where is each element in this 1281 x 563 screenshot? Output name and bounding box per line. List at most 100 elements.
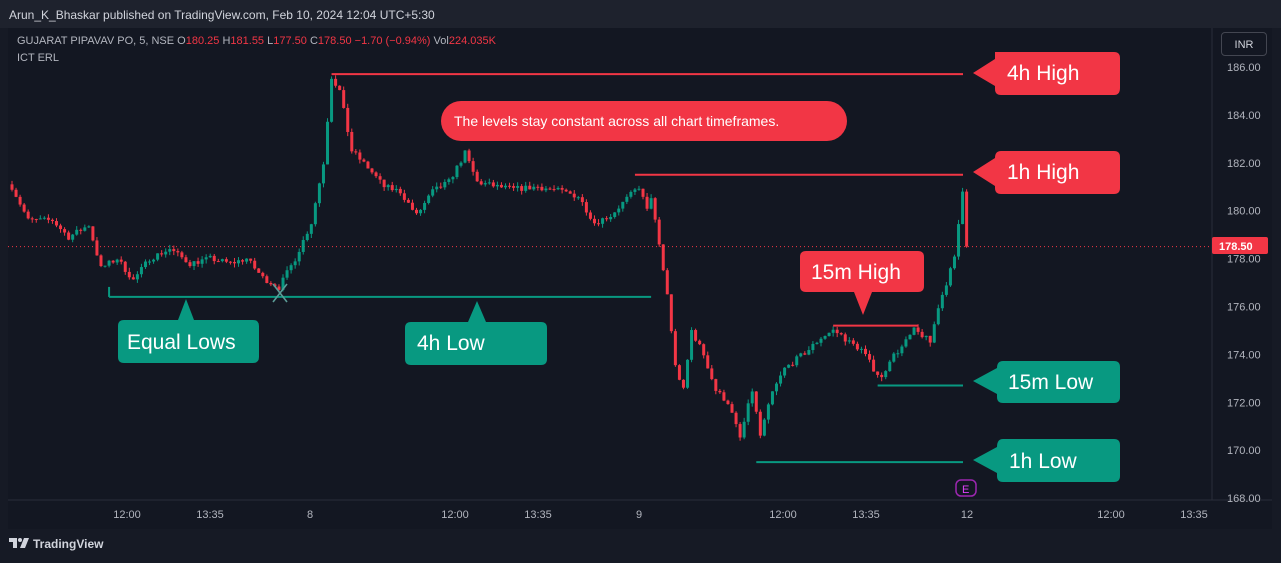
- candle-body: [184, 257, 188, 263]
- candle-body: [160, 253, 164, 255]
- candle-body: [402, 193, 406, 200]
- candle-body: [192, 261, 196, 267]
- candle-body: [617, 208, 621, 213]
- candle-body: [447, 179, 451, 182]
- candle-body: [54, 221, 58, 226]
- candle-body: [289, 265, 293, 271]
- candle-body: [641, 188, 645, 197]
- candle-body: [884, 371, 888, 378]
- y-tick-label: 176.00: [1227, 302, 1261, 314]
- candle-body: [742, 421, 746, 438]
- candle-body: [245, 258, 249, 262]
- candle-body: [59, 225, 63, 230]
- label-equal-lows-text: Equal Lows: [127, 331, 236, 354]
- candle-body: [204, 257, 208, 260]
- candle-body: [965, 191, 969, 247]
- candle-body: [75, 229, 79, 235]
- candle-body: [374, 172, 378, 177]
- candle-body: [815, 342, 819, 344]
- candle-body: [309, 224, 313, 234]
- volume-value: 224.035K: [448, 35, 496, 47]
- candle-body: [378, 176, 382, 180]
- candle-body: [657, 219, 661, 245]
- candle-body: [224, 259, 228, 262]
- candle-body: [281, 277, 285, 290]
- candle-body: [592, 218, 596, 224]
- indicator-name[interactable]: ICT ERL: [17, 52, 59, 64]
- candle-body: [787, 364, 791, 368]
- candle-body: [690, 330, 694, 360]
- earnings-event-letter: E: [962, 484, 969, 496]
- candle-body: [362, 159, 366, 162]
- candle-body: [532, 186, 536, 190]
- candle-body: [99, 255, 103, 267]
- candle-body: [702, 344, 706, 356]
- candle-body: [580, 197, 584, 203]
- label-15m-low: 15m Low: [973, 361, 1120, 403]
- y-tick-label: 170.00: [1227, 445, 1261, 457]
- candle-body: [237, 260, 241, 264]
- candle-body: [588, 212, 592, 219]
- symbol-name[interactable]: GUJARAT PIPAVAV PO, 5, NSE: [17, 35, 175, 47]
- candle-body: [394, 188, 398, 191]
- candle-body: [22, 204, 26, 212]
- candle-body: [63, 229, 67, 233]
- candle-body: [180, 252, 184, 258]
- x-tick-label: 8: [307, 509, 313, 521]
- candle-body: [131, 277, 135, 280]
- candle-body: [900, 346, 904, 354]
- close-label: C: [309, 35, 318, 47]
- candle-body: [827, 332, 831, 337]
- y-tick-label: 178.00: [1227, 254, 1261, 266]
- candle-body: [139, 267, 143, 275]
- candle-body: [176, 251, 180, 253]
- candle-body: [762, 419, 766, 436]
- candle-body: [576, 197, 580, 199]
- candle-body: [156, 253, 160, 260]
- candle-body: [512, 186, 516, 188]
- candle-body: [366, 161, 370, 169]
- candle-body: [431, 189, 435, 196]
- y-tick-label: 172.00: [1227, 397, 1261, 409]
- high-label: H: [222, 35, 231, 47]
- candle-body: [30, 218, 34, 220]
- candle-body: [524, 185, 528, 191]
- tradingview-logo-icon: [9, 537, 29, 551]
- candle-body: [168, 249, 172, 252]
- y-tick-label: 168.00: [1227, 493, 1261, 505]
- candle-body: [916, 327, 920, 332]
- candle-body: [249, 258, 253, 261]
- candle-body: [435, 186, 439, 190]
- publish-text: Arun_K_Bhaskar published on TradingView.…: [9, 8, 435, 22]
- candle-body: [508, 185, 512, 187]
- candle-body: [520, 186, 524, 191]
- label-1h-high-text: 1h High: [1007, 161, 1079, 184]
- label-equal-lows: Equal Lows: [118, 299, 259, 363]
- candle-body: [807, 350, 811, 355]
- label-1h-low-text: 1h Low: [1009, 450, 1078, 473]
- candle-body: [443, 181, 447, 188]
- candle-body: [928, 335, 932, 343]
- candle-body: [212, 255, 216, 262]
- candle-body: [847, 340, 851, 342]
- y-tick-label: 174.00: [1227, 349, 1261, 361]
- label-1h-high: 1h High: [973, 151, 1120, 194]
- candle-body: [451, 177, 455, 180]
- candle-body: [293, 261, 297, 266]
- candle-body: [944, 285, 948, 295]
- candle-body: [135, 274, 139, 280]
- earnings-event-marker[interactable]: E: [955, 479, 977, 497]
- candle-body: [908, 334, 912, 340]
- candle-body: [46, 217, 50, 220]
- candle-body: [228, 261, 232, 263]
- candle-body: [313, 203, 317, 225]
- candle-body: [952, 256, 956, 269]
- candle-body: [754, 391, 758, 412]
- candle-body: [91, 226, 95, 241]
- candle-body: [936, 308, 940, 325]
- currency-button[interactable]: INR: [1221, 32, 1267, 56]
- candle-body: [669, 294, 673, 332]
- note-callout: The levels stay constant across all char…: [441, 101, 847, 141]
- axis-ticks: 186.00 184.00 182.00 180.00 178.00 176.00 174.…: [113, 62, 1260, 521]
